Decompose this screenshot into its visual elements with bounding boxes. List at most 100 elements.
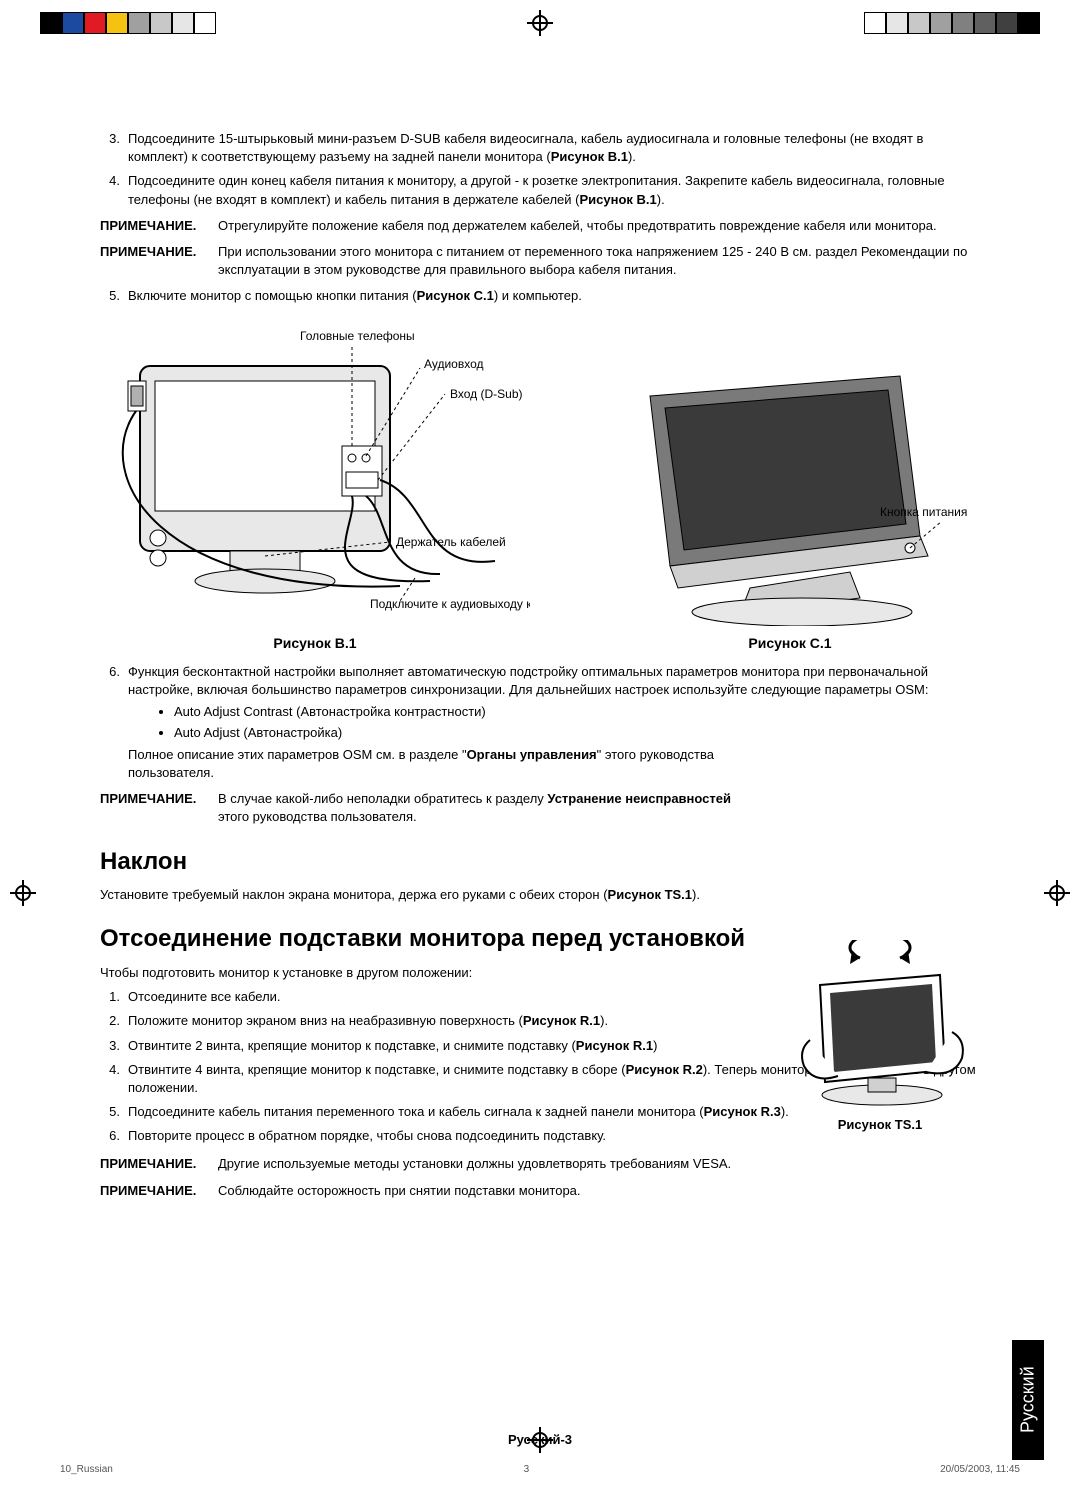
swatch xyxy=(952,12,974,34)
figure-ts1-caption: Рисунок TS.1 xyxy=(780,1116,980,1134)
note-label: ПРИМЕЧАНИЕ. xyxy=(100,217,218,235)
figure-ts1: Рисунок TS.1 xyxy=(780,940,980,1134)
figure-ref: Рисунок R.1 xyxy=(523,1013,600,1028)
step-body: Подсоедините 15-штырьковый мини-разъем D… xyxy=(128,130,980,166)
footer-pagenum: 3 xyxy=(524,1463,530,1477)
figure-b1-caption: Рисунок B.1 xyxy=(100,634,530,654)
svg-text:Головные телефоны: Головные телефоны xyxy=(300,329,415,343)
section-ref: Устранение неисправностей xyxy=(547,791,731,806)
text: ) и компьютер. xyxy=(494,288,582,303)
swatch xyxy=(128,12,150,34)
step-body: Функция бесконтактной настройки выполняе… xyxy=(128,663,980,782)
figure-ref: Рисунок R.2 xyxy=(626,1062,703,1077)
text: Включите монитор с помощью кнопки питани… xyxy=(128,288,417,303)
page-footer: Русский-3 xyxy=(0,1431,1080,1449)
step-number: 4. xyxy=(100,172,128,208)
figures-row: Головные телефоны Аудиовход Вход (D-Sub)… xyxy=(100,326,980,654)
step-item: 4.Подсоедините один конец кабеля питания… xyxy=(100,172,980,208)
note-troubleshooting: ПРИМЕЧАНИЕ. В случае какой-либо неполадк… xyxy=(100,790,760,826)
note-body: Соблюдайте осторожность при снятии подст… xyxy=(218,1182,980,1200)
step-number: 5. xyxy=(100,287,128,305)
page-footer-meta: 10_Russian 3 20/05/2003, 11:45 xyxy=(60,1463,1020,1477)
footer-filename: 10_Russian xyxy=(60,1463,113,1477)
bullet-item: Auto Adjust (Автонастройка) xyxy=(174,724,980,742)
registration-mark-left-icon xyxy=(10,880,36,906)
step-number: 6. xyxy=(100,663,128,782)
step-number: 6. xyxy=(100,1127,128,1145)
text: Положите монитор экраном вниз на неабраз… xyxy=(128,1013,523,1028)
note-body: Отрегулируйте положение кабеля под держа… xyxy=(218,217,980,235)
text: В случае какой-либо неполадки обратитесь… xyxy=(218,791,547,806)
swatch xyxy=(974,12,996,34)
step-6: 6. Функция бесконтактной настройки выпол… xyxy=(100,663,980,782)
footer-timestamp: 20/05/2003, 11:45 xyxy=(940,1463,1020,1477)
text: этого руководства пользователя. xyxy=(218,809,417,824)
swatch xyxy=(930,12,952,34)
figure-ref: Рисунок B.1 xyxy=(551,149,628,164)
figure-b1: Головные телефоны Аудиовход Вход (D-Sub)… xyxy=(100,326,530,654)
note: ПРИМЕЧАНИЕ.Другие используемые методы ус… xyxy=(100,1155,980,1173)
text: Полное описание этих параметров OSM см. … xyxy=(128,747,467,762)
step-number: 3. xyxy=(100,1037,128,1055)
heading-tilt: Наклон xyxy=(100,845,980,879)
tilt-paragraph: Установите требуемый наклон экрана монит… xyxy=(100,886,760,904)
section-ref: Органы управления xyxy=(467,747,597,762)
text: Установите требуемый наклон экрана монит… xyxy=(100,887,608,902)
text: Полное описание этих параметров OSM см. … xyxy=(128,746,788,782)
text: Подсоедините кабель питания переменного … xyxy=(128,1104,704,1119)
print-registration-bar-top xyxy=(0,10,1080,36)
note-body: В случае какой-либо неполадки обратитесь… xyxy=(218,790,760,826)
swatch xyxy=(40,12,62,34)
text: Повторите процесс в обратном порядке, чт… xyxy=(128,1128,606,1143)
osm-bullets: Auto Adjust Contrast (Автонастройка конт… xyxy=(156,703,980,741)
figure-ref: Рисунок R.1 xyxy=(576,1038,653,1053)
registration-mark-right-icon xyxy=(1044,880,1070,906)
swatch xyxy=(194,12,216,34)
text: ) xyxy=(653,1038,657,1053)
swatch xyxy=(1018,12,1040,34)
figure-ref: Рисунок C.1 xyxy=(417,288,494,303)
note-label: ПРИМЕЧАНИЕ. xyxy=(100,1182,218,1200)
text: ). xyxy=(692,887,700,902)
note-label: ПРИМЕЧАНИЕ. xyxy=(100,790,218,826)
step-item: 3.Подсоедините 15-штырьковый мини-разъем… xyxy=(100,130,980,166)
step-5: 5. Включите монитор с помощью кнопки пит… xyxy=(100,287,980,305)
swatch xyxy=(886,12,908,34)
swatch xyxy=(84,12,106,34)
swatch xyxy=(996,12,1018,34)
text: Функция бесконтактной настройки выполняе… xyxy=(128,663,980,699)
text: ). xyxy=(628,149,636,164)
swatch xyxy=(62,12,84,34)
note: ПРИМЕЧАНИЕ.Отрегулируйте положение кабел… xyxy=(100,217,980,235)
text: Отвинтите 2 винта, крепящие монитор к по… xyxy=(128,1038,576,1053)
bullet-item: Auto Adjust Contrast (Автонастройка конт… xyxy=(174,703,980,721)
step-body: Подсоедините один конец кабеля питания к… xyxy=(128,172,980,208)
text: Подсоедините один конец кабеля питания к… xyxy=(128,173,945,206)
monitor-front-diagram-icon: Кнопка питания xyxy=(610,366,970,626)
step-number: 1. xyxy=(100,988,128,1006)
step-body: Включите монитор с помощью кнопки питани… xyxy=(128,287,980,305)
note-label: ПРИМЕЧАНИЕ. xyxy=(100,243,218,279)
page-content: 3.Подсоедините 15-штырьковый мини-разъем… xyxy=(100,130,980,1208)
note: ПРИМЕЧАНИЕ.При использовании этого монит… xyxy=(100,243,980,279)
text: ). xyxy=(600,1013,608,1028)
swatch xyxy=(908,12,930,34)
monitor-back-diagram-icon: Головные телефоны Аудиовход Вход (D-Sub)… xyxy=(100,326,530,626)
svg-text:Подключите к аудиовыходу компь: Подключите к аудиовыходу компьютера xyxy=(370,597,530,611)
svg-text:Кнопка питания: Кнопка питания xyxy=(880,505,967,519)
figure-ref: Рисунок B.1 xyxy=(579,192,656,207)
figure-ref: Рисунок TS.1 xyxy=(608,887,693,902)
color-swatches-right xyxy=(864,12,1040,34)
color-swatches-left xyxy=(40,12,216,34)
figure-ref: Рисунок R.3 xyxy=(704,1104,781,1119)
swatch xyxy=(106,12,128,34)
swatch xyxy=(864,12,886,34)
registration-mark-icon xyxy=(527,10,553,36)
text: Отвинтите 4 винта, крепящие монитор к по… xyxy=(128,1062,626,1077)
step-number: 3. xyxy=(100,130,128,166)
step-number: 2. xyxy=(100,1012,128,1030)
svg-text:Вход (D-Sub): Вход (D-Sub) xyxy=(450,387,523,401)
text: Отсоедините все кабели. xyxy=(128,989,281,1004)
note-body: Другие используемые методы установки дол… xyxy=(218,1155,980,1173)
note: ПРИМЕЧАНИЕ.Соблюдайте осторожность при с… xyxy=(100,1182,980,1200)
